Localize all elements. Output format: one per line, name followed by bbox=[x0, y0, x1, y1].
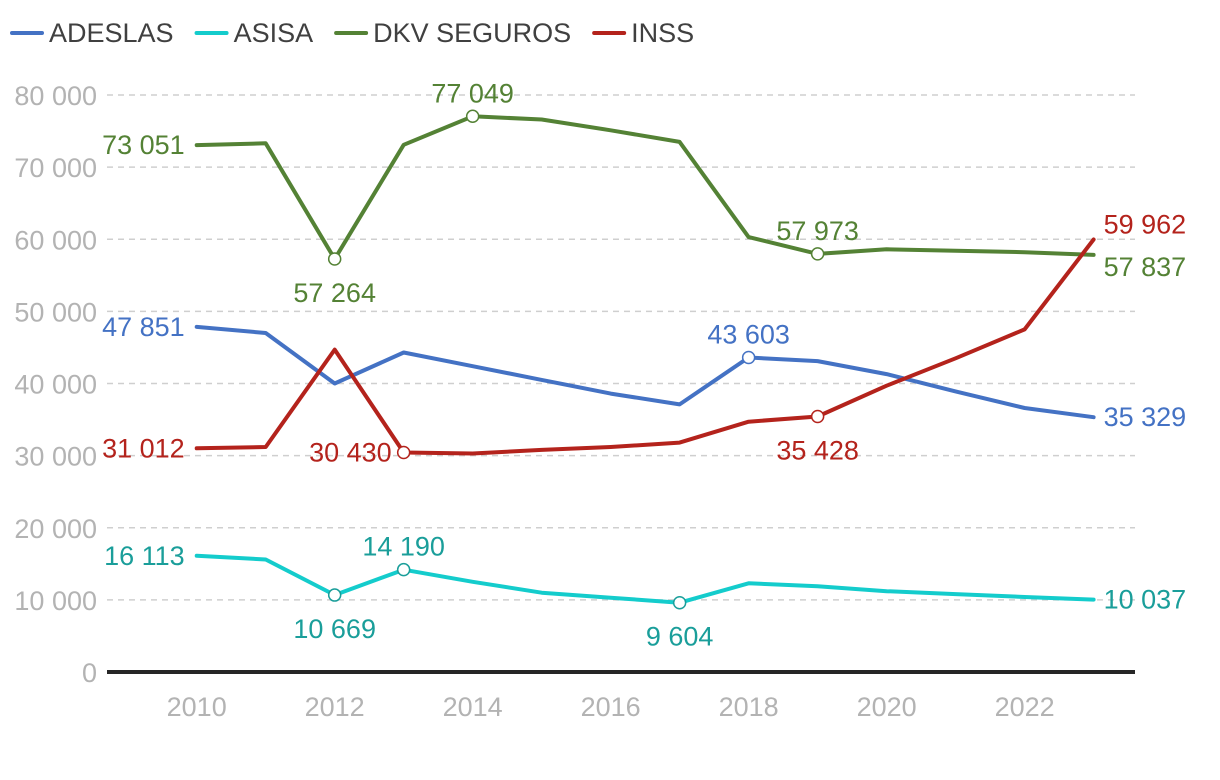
series-line-adeslas bbox=[194, 324, 1096, 420]
y-axis: 0 10 000 20 000 30 000 40 000 50 000 60 000 70 … bbox=[14, 81, 97, 688]
data-marker-inss bbox=[810, 409, 825, 424]
data-label-asisa: 10 669 bbox=[293, 614, 376, 644]
data-label-asisa: 10 037 bbox=[1104, 585, 1187, 615]
y-tick-label: 70 000 bbox=[14, 153, 97, 183]
x-tick-label: 2018 bbox=[719, 692, 779, 722]
legend-label-asisa: ASISA bbox=[234, 18, 314, 48]
x-axis: 2010 2012 2014 2016 2018 2020 2022 bbox=[167, 692, 1055, 722]
x-tick-label: 2022 bbox=[995, 692, 1055, 722]
data-marker-asisa bbox=[327, 588, 342, 602]
data-labels: 47 851 43 603 35 329 16 113 10 669 14 190 9 60… bbox=[102, 78, 1186, 651]
data-label-dkv-seguros: 57 264 bbox=[293, 278, 376, 308]
data-marker-asisa bbox=[396, 562, 411, 577]
y-tick-label: 20 000 bbox=[14, 514, 97, 544]
x-tick-label: 2020 bbox=[857, 692, 917, 722]
x-tick-label: 2012 bbox=[305, 692, 365, 722]
x-tick-label: 2016 bbox=[581, 692, 641, 722]
legend: ADESLAS ASISA DKV SEGUROS INSS bbox=[10, 18, 694, 48]
legend-label-adeslas: ADESLAS bbox=[49, 18, 174, 48]
data-marker-asisa bbox=[672, 595, 687, 610]
series-line-inss bbox=[194, 237, 1096, 456]
data-label-dkv-seguros: 57 973 bbox=[776, 216, 859, 246]
series-line-asisa bbox=[194, 553, 1096, 605]
data-marker-dkv-seguros bbox=[465, 109, 480, 124]
y-tick-label: 60 000 bbox=[14, 225, 97, 255]
data-label-dkv-seguros: 77 049 bbox=[431, 78, 514, 108]
data-label-asisa: 16 113 bbox=[104, 541, 185, 571]
series-group bbox=[194, 114, 1096, 605]
y-tick-label: 10 000 bbox=[14, 586, 97, 616]
data-label-dkv-seguros: 73 051 bbox=[102, 130, 185, 160]
data-marker-dkv-seguros bbox=[810, 247, 825, 261]
grid bbox=[107, 94, 1135, 674]
x-tick-label: 2010 bbox=[167, 692, 227, 722]
legend-label-dkv-seguros: DKV SEGUROS bbox=[373, 18, 571, 48]
data-label-adeslas: 47 851 bbox=[102, 312, 185, 342]
data-label-inss: 31 012 bbox=[102, 433, 185, 463]
x-tick-label: 2014 bbox=[443, 692, 503, 722]
y-tick-label: 40 000 bbox=[14, 370, 97, 400]
legend-label-inss: INSS bbox=[631, 18, 694, 48]
data-label-inss: 30 430 bbox=[309, 438, 392, 468]
series-line-dkv-seguros bbox=[194, 114, 1096, 261]
y-tick-label: 0 bbox=[82, 658, 97, 688]
data-marker-inss bbox=[396, 445, 411, 460]
data-label-adeslas: 35 329 bbox=[1104, 402, 1187, 432]
y-tick-label: 30 000 bbox=[14, 442, 97, 472]
data-label-asisa: 9 604 bbox=[646, 622, 714, 652]
y-tick-label: 80 000 bbox=[14, 81, 97, 111]
data-marker-dkv-seguros bbox=[327, 252, 342, 266]
data-label-adeslas: 43 603 bbox=[707, 320, 790, 350]
y-tick-label: 50 000 bbox=[14, 297, 97, 327]
data-label-dkv-seguros: 57 837 bbox=[1104, 252, 1187, 282]
data-marker-adeslas bbox=[741, 350, 756, 365]
data-label-inss: 35 428 bbox=[776, 435, 859, 465]
data-label-asisa: 14 190 bbox=[362, 532, 445, 562]
data-label-inss: 59 962 bbox=[1104, 210, 1187, 240]
